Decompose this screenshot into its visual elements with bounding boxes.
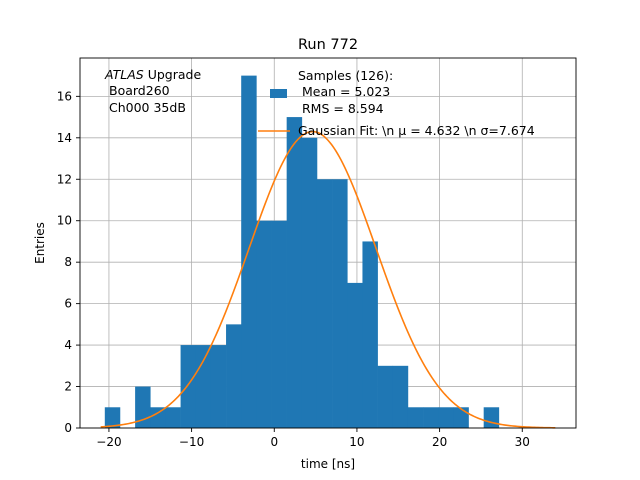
legend-samples-patch (270, 89, 287, 98)
gaussian-fit-curve (100, 130, 556, 429)
y-tick-label: 10 (57, 214, 72, 228)
y-axis-label: Entries (33, 222, 47, 264)
atlas-label: ATLAS (104, 67, 144, 82)
histogram-bar (332, 179, 348, 428)
histogram-bar (301, 137, 318, 428)
gaussian-fit-path (100, 130, 556, 429)
atlas-annotation: ATLAS Upgrade (104, 67, 201, 82)
y-tick-label: 14 (57, 131, 72, 145)
x-tick-label: 30 (515, 435, 530, 449)
plot-frame (79, 57, 577, 429)
histogram-bar (104, 407, 121, 428)
x-tick-label: 20 (432, 435, 447, 449)
y-tick-label: 2 (64, 380, 72, 394)
histogram-bar (180, 345, 197, 428)
histogram-bar (210, 345, 227, 428)
legend-mean-label: Mean = 5.023 (302, 84, 390, 99)
x-tick-label: −10 (179, 435, 204, 449)
y-tick-label: 6 (64, 297, 72, 311)
histogram-bar (150, 407, 166, 428)
histogram-bar (316, 179, 333, 428)
histogram-bar (483, 407, 500, 428)
histogram-bar (256, 220, 272, 428)
atlas-upgrade-label: Upgrade (144, 67, 202, 82)
x-axis-label: time [ns] (301, 457, 355, 471)
board-label: Board260 (109, 83, 170, 98)
histogram-bar (347, 282, 363, 428)
histogram-bar (362, 241, 378, 428)
y-tick-label: 12 (57, 172, 72, 186)
x-tick-label: 10 (349, 435, 364, 449)
y-tick-label: 8 (64, 255, 72, 269)
histogram-bar (165, 407, 181, 428)
histogram-bar (438, 407, 454, 428)
histogram-bars (104, 75, 500, 429)
x-tick-label: −20 (96, 435, 121, 449)
histogram-bar (286, 117, 303, 429)
legend-samples-label: Samples (126): (298, 68, 393, 83)
histogram-bar (453, 407, 469, 428)
histogram-bar (423, 407, 439, 428)
y-tick-label: 16 (57, 89, 72, 103)
histogram-bar (241, 75, 257, 428)
y-axis-ticks: 0 2 4 6 8 10 12 14 16 (57, 89, 80, 435)
y-tick-label: 0 (64, 421, 72, 435)
legend-rms-label: RMS = 8.594 (302, 101, 384, 116)
y-tick-label: 4 (64, 338, 72, 352)
channel-label: Ch000 35dB (109, 100, 186, 115)
histogram-bar (392, 365, 409, 428)
chart-title: Run 772 (298, 37, 358, 53)
histogram-bar (407, 407, 424, 428)
x-tick-label: 0 (270, 435, 278, 449)
histogram-bar (226, 324, 242, 428)
histogram-bar (195, 345, 212, 428)
legend-fit-label: Gaussian Fit: \n μ = 4.632 \n σ=7.674 (298, 123, 535, 138)
x-axis-ticks: −20 −10 0 10 20 30 (96, 428, 530, 449)
histogram-bar (271, 220, 287, 428)
histogram-bar (377, 365, 394, 428)
legend: Samples (126): Mean = 5.023 RMS = 8.594 … (258, 68, 535, 138)
